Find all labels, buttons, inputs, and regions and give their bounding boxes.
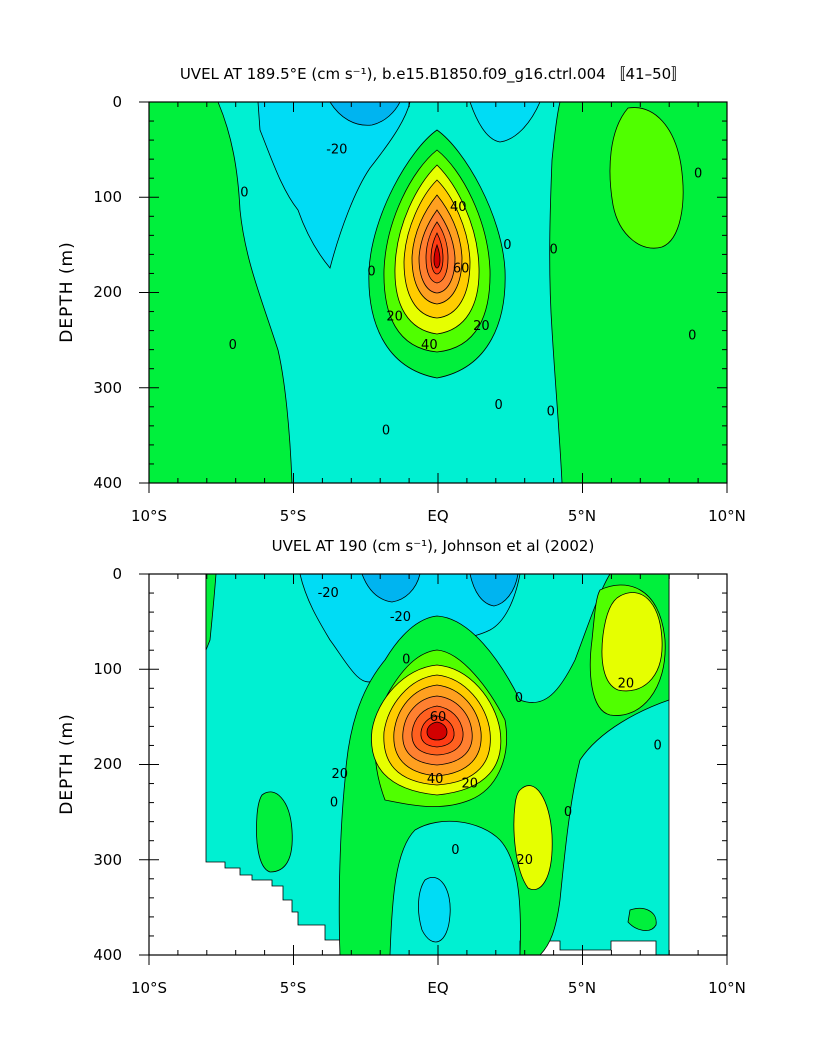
contour-label: 0 [515,691,523,706]
panel-model: UVEL AT 189.5°E (cm s⁻¹), b.e15.B1850.f0… [57,65,746,525]
contour-label: 20 [331,767,348,782]
contour-label: 0 [367,265,375,280]
y-tick-label: 0 [112,565,122,583]
y-tick-labels: 0 100 200 300 400 [93,93,122,492]
contour-label: -20 [390,610,411,625]
x-tick-labels: 10°S 5°S EQ 5°N 10°N [131,507,746,525]
contour-label: 20 [618,677,635,692]
fill-region-westward-east [469,574,519,607]
y-tick-label: 100 [93,188,122,206]
y-tick-labels: 0 100 200 300 400 [93,565,122,964]
euc-contours [371,664,502,796]
contour-fill [149,102,727,483]
contour-label: 0 [382,424,390,439]
fill-region-east-blob [627,908,657,931]
x-tick-label: 5°S [280,979,307,997]
y-tick-label: 300 [93,851,122,869]
fill-region-westward-core [329,102,401,126]
contour-label: 20 [516,853,533,868]
contour-label: 20 [473,319,490,334]
contour-label: 0 [402,653,410,668]
axis-ticks [139,573,728,965]
fill-region-west-green [149,102,293,483]
fill-region-west-blob [256,791,293,873]
axis-ticks [139,101,728,493]
fill-region-east-yellow-2 [513,785,553,890]
y-tick-label: 300 [93,379,122,397]
contour-label: 40 [421,338,438,353]
x-tick-label: 5°N [568,979,596,997]
contour-label: 60 [430,710,447,725]
y-tick-label: 100 [93,660,122,678]
contour-label: 20 [386,309,403,324]
contour-label: 0 [688,328,696,343]
contour-labels: -20 -20 0 60 20 40 20 0 0 0 20 0 0 20 [318,586,662,868]
y-axis-label: DEPTH (m) [57,713,77,814]
contour-label: 0 [240,185,248,200]
fill-region-westward-current [257,102,411,269]
y-tick-label: 400 [93,946,122,964]
x-tick-label: 5°S [280,507,307,525]
euc-contours [368,129,506,379]
x-tick-label: EQ [427,507,448,525]
x-tick-label: EQ [427,979,448,997]
fill-region-deep-westward [418,877,451,943]
contour-labels: -20 0 0 0 0 0 0 0 0 0 0 40 60 20 40 20 [229,143,703,439]
contour-label: 0 [653,738,661,753]
fill-region-westward-east [469,102,541,143]
contour-label: 0 [564,805,572,820]
contour-label: 20 [462,777,479,792]
contour-label: 40 [450,200,467,215]
fill-region-west-strip [205,574,217,651]
contour-label: 0 [330,796,338,811]
y-tick-label: 200 [93,755,122,773]
chart-title: UVEL AT 189.5°E (cm s⁻¹), b.e15.B1850.f0… [180,65,686,84]
fill-region-east-yellow [601,592,663,692]
contour-label: 60 [453,262,470,277]
y-tick-label: 0 [112,93,122,111]
contour-label: 0 [229,338,237,353]
contour-label: -20 [326,143,347,158]
y-tick-label: 400 [93,474,122,492]
contour-label: 0 [694,166,702,181]
contour-label: 40 [427,772,444,787]
contour-label: 0 [495,398,503,413]
x-tick-label: 5°N [568,507,596,525]
chart-title: UVEL AT 190 (cm s⁻¹), Johnson et al (200… [272,537,595,555]
x-tick-label: 10°S [131,507,167,525]
y-tick-label: 200 [93,283,122,301]
panel-observations: UVEL AT 190 (cm s⁻¹), Johnson et al (200… [57,537,746,997]
x-tick-label: 10°S [131,979,167,997]
contour-label: 0 [547,405,555,420]
contour-fill [205,574,670,955]
contour-label: 0 [451,843,459,858]
y-axis-label: DEPTH (m) [57,241,77,342]
x-tick-label: 10°N [708,507,746,525]
x-tick-label: 10°N [708,979,746,997]
contour-label: 0 [503,238,511,253]
contour-label: 0 [549,243,557,258]
contour-label: -20 [318,586,339,601]
fill-region-east-lime [609,107,684,249]
fill-region-westward-core [361,574,421,603]
x-tick-labels: 10°S 5°S EQ 5°N 10°N [131,979,746,997]
